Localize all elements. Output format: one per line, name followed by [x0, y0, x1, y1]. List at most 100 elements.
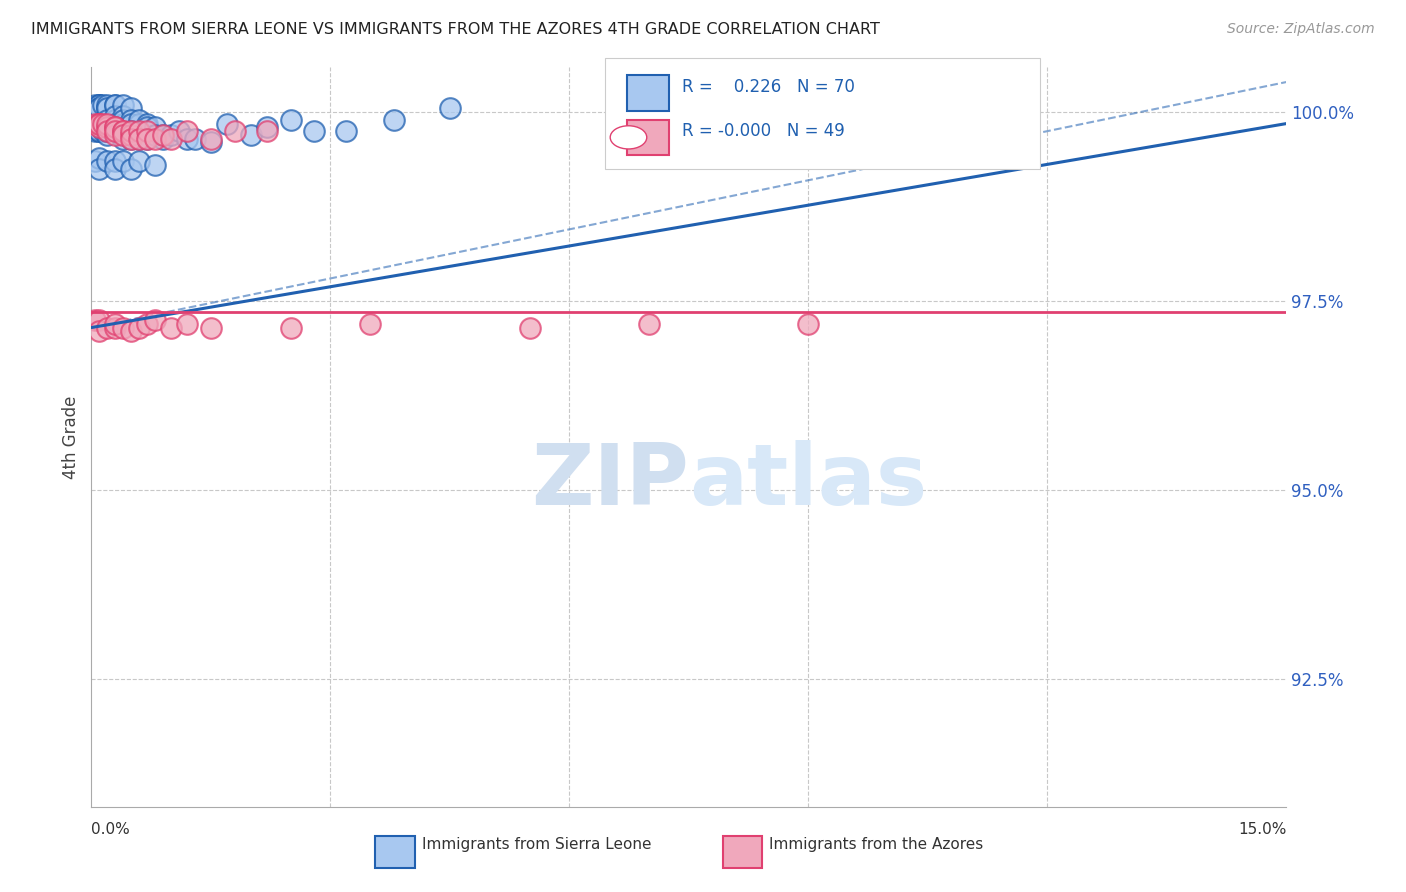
Text: atlas: atlas — [689, 440, 927, 523]
Point — [112, 112, 135, 127]
Point — [519, 320, 541, 334]
Point — [89, 120, 111, 135]
Text: R = -0.000   N = 49: R = -0.000 N = 49 — [682, 122, 845, 140]
Point — [797, 317, 820, 331]
Point — [96, 124, 118, 138]
Y-axis label: 4th Grade: 4th Grade — [62, 395, 80, 479]
Point — [136, 131, 159, 145]
Point — [176, 124, 198, 138]
Point — [143, 131, 166, 145]
Point — [136, 131, 159, 145]
Text: 0.0%: 0.0% — [91, 822, 131, 838]
Point — [136, 317, 159, 331]
Point — [96, 117, 118, 131]
Point — [152, 131, 174, 145]
Text: Immigrants from the Azores: Immigrants from the Azores — [769, 837, 983, 852]
Point — [120, 128, 142, 142]
Point — [84, 97, 107, 112]
Point — [84, 313, 107, 327]
Point — [89, 97, 111, 112]
Point — [112, 117, 135, 131]
Point — [104, 124, 127, 138]
Point — [89, 324, 111, 338]
Point — [120, 112, 142, 127]
Point — [104, 128, 127, 142]
Point — [84, 154, 107, 169]
Point — [120, 128, 142, 142]
Point — [200, 320, 222, 334]
Point — [104, 124, 127, 138]
Point — [382, 112, 405, 127]
Text: IMMIGRANTS FROM SIERRA LEONE VS IMMIGRANTS FROM THE AZORES 4TH GRADE CORRELATION: IMMIGRANTS FROM SIERRA LEONE VS IMMIGRAN… — [31, 22, 880, 37]
Point — [104, 97, 127, 112]
Point — [256, 124, 278, 138]
Text: 15.0%: 15.0% — [1239, 822, 1286, 838]
Point — [120, 131, 142, 145]
Point — [120, 324, 142, 338]
Point — [128, 117, 150, 131]
Point — [104, 317, 127, 331]
Point — [167, 124, 190, 138]
Point — [104, 120, 127, 135]
Point — [256, 120, 278, 135]
Point — [104, 320, 127, 334]
Point — [224, 124, 246, 138]
Point — [136, 120, 159, 135]
Point — [89, 117, 111, 131]
Point — [239, 128, 262, 142]
Point — [112, 128, 135, 142]
Point — [128, 320, 150, 334]
Point — [104, 97, 127, 112]
Point — [93, 124, 115, 138]
Point — [89, 102, 111, 116]
Point — [128, 112, 150, 127]
Point — [104, 112, 127, 127]
Point — [160, 131, 183, 145]
Point — [120, 124, 142, 138]
Point — [89, 97, 111, 112]
Point — [96, 112, 118, 127]
Point — [184, 131, 207, 145]
Point — [89, 161, 111, 176]
Point — [93, 97, 115, 112]
Text: Immigrants from Sierra Leone: Immigrants from Sierra Leone — [422, 837, 651, 852]
Point — [104, 109, 127, 123]
Point — [96, 102, 118, 116]
Point — [104, 117, 127, 131]
Point — [96, 154, 118, 169]
Text: ZIP: ZIP — [531, 440, 689, 523]
Point — [89, 151, 111, 165]
Point — [120, 102, 142, 116]
Point — [84, 124, 107, 138]
Point — [160, 128, 183, 142]
Point — [89, 97, 111, 112]
Point — [96, 320, 118, 334]
Point — [128, 131, 150, 145]
Point — [112, 128, 135, 142]
Point — [96, 97, 118, 112]
Point — [304, 124, 326, 138]
Point — [200, 136, 222, 150]
Point — [136, 117, 159, 131]
Point — [84, 117, 107, 131]
Point — [280, 320, 302, 334]
Point — [176, 317, 198, 331]
Point — [143, 313, 166, 327]
Point — [89, 124, 111, 138]
Point — [335, 124, 357, 138]
Point — [128, 131, 150, 145]
Point — [280, 112, 302, 127]
Point — [143, 128, 166, 142]
Point — [143, 158, 166, 172]
Point — [104, 161, 127, 176]
Point — [160, 320, 183, 334]
Point — [96, 128, 118, 142]
Point — [104, 154, 127, 169]
Point — [120, 161, 142, 176]
Point — [128, 124, 150, 138]
Point — [120, 117, 142, 131]
Point — [136, 124, 159, 138]
Point — [112, 131, 135, 145]
Point — [93, 117, 115, 131]
Point — [112, 97, 135, 112]
